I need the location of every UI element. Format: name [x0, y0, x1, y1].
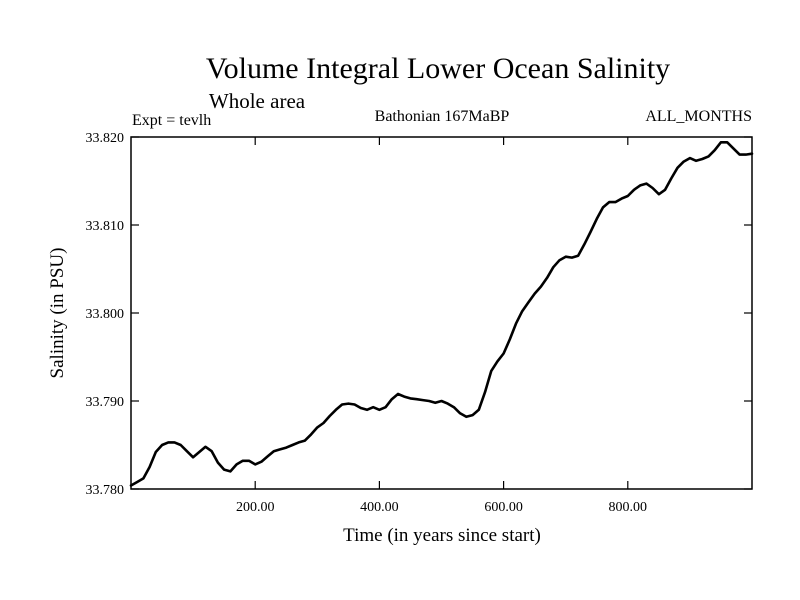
salinity-chart: Volume Integral Lower Ocean Salinity Who… — [0, 0, 800, 600]
chart-subtitle: Whole area — [209, 89, 306, 113]
experiment-label: Expt = tevlh — [132, 112, 211, 129]
salinity-series-line — [131, 142, 752, 485]
y-tick-label: 33.820 — [86, 131, 125, 146]
x-tick-label: 200.00 — [236, 500, 275, 515]
x-axis-ticks: 200.00 400.00 600.00 800.00 — [236, 137, 647, 515]
x-tick-label: 800.00 — [609, 500, 648, 515]
plot-frame — [131, 137, 752, 489]
y-axis-label: Salinity (in PSU) — [47, 248, 68, 379]
x-tick-label: 600.00 — [484, 500, 523, 515]
x-tick-label: 400.00 — [360, 500, 399, 515]
chart-title: Volume Integral Lower Ocean Salinity — [206, 52, 670, 85]
period-label: Bathonian 167MaBP — [375, 108, 510, 125]
x-axis-label: Time (in years since start) — [343, 525, 541, 546]
y-tick-label: 33.790 — [86, 395, 125, 410]
y-tick-label: 33.800 — [86, 307, 125, 322]
months-label: ALL_MONTHS — [645, 108, 752, 125]
y-tick-label: 33.810 — [86, 219, 125, 234]
y-tick-label: 33.780 — [86, 483, 125, 498]
